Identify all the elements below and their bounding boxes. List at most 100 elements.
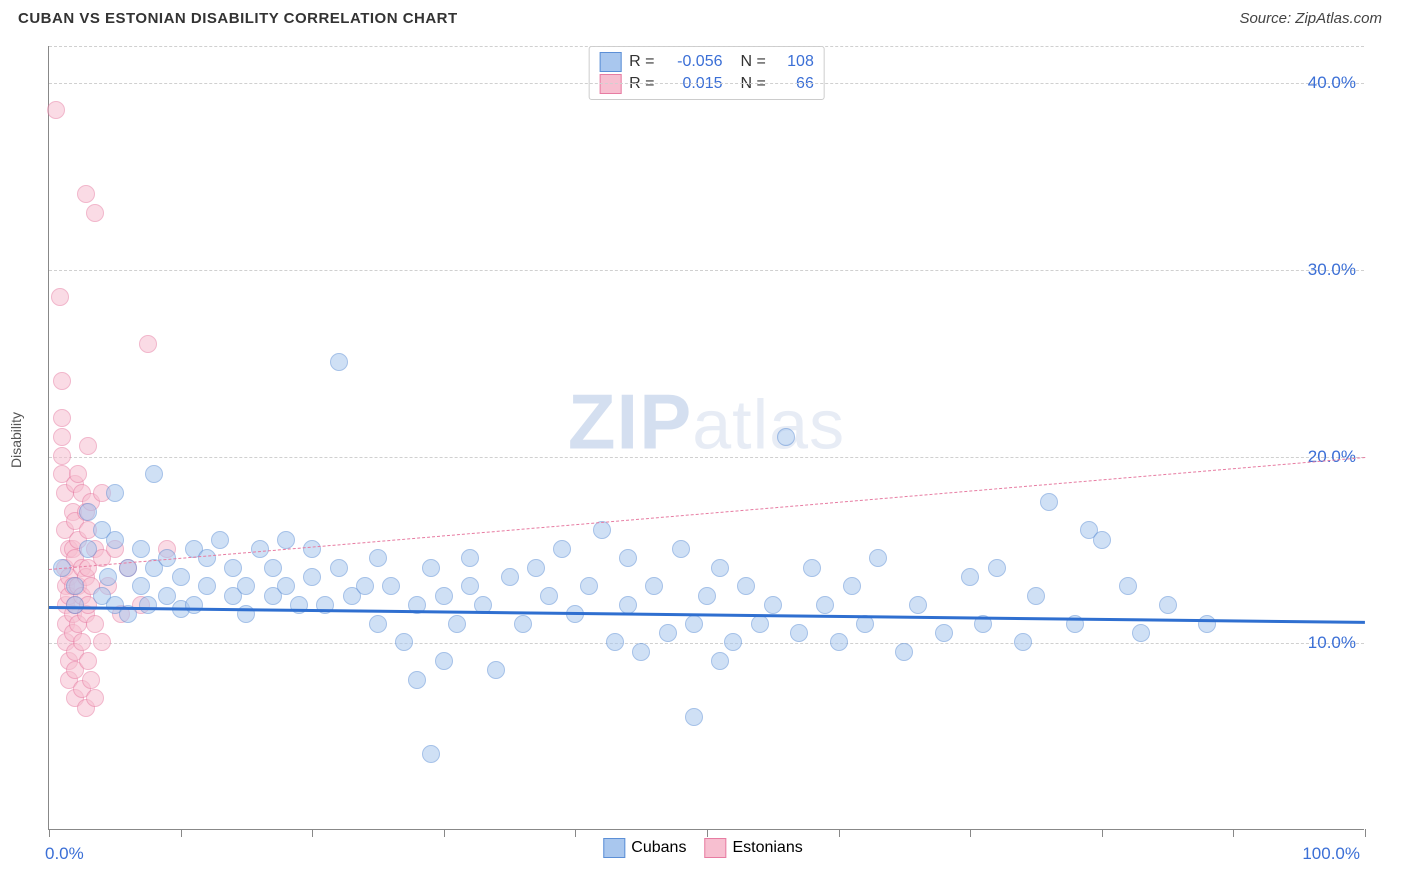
watermark: ZIPatlas [568,376,845,467]
y-tick-label: 20.0% [1308,447,1356,467]
data-point-cubans [790,624,808,642]
data-point-cubans [1040,493,1058,511]
gridline [49,46,1364,47]
data-point-cubans [764,596,782,614]
data-point-cubans [514,615,532,633]
data-point-cubans [961,568,979,586]
data-point-estonians [77,185,95,203]
source-attribution: Source: ZipAtlas.com [1239,10,1382,27]
data-point-cubans [198,549,216,567]
data-point-cubans [79,540,97,558]
data-point-estonians [51,288,69,306]
data-point-cubans [369,615,387,633]
data-point-cubans [619,596,637,614]
x-tick [444,829,445,837]
data-point-estonians [53,447,71,465]
data-point-cubans [66,577,84,595]
data-point-cubans [803,559,821,577]
data-point-cubans [685,615,703,633]
x-tick [707,829,708,837]
x-tick [181,829,182,837]
x-tick [312,829,313,837]
data-point-cubans [330,353,348,371]
legend-item-cubans: Cubans [603,838,686,858]
data-point-cubans [1159,596,1177,614]
data-point-cubans [461,549,479,567]
data-point-cubans [251,540,269,558]
data-point-cubans [580,577,598,595]
legend-row-cubans: R = -0.056 N = 108 [599,51,814,73]
y-tick-label: 40.0% [1308,73,1356,93]
data-point-cubans [198,577,216,595]
data-point-cubans [66,596,84,614]
data-point-estonians [86,615,104,633]
data-point-cubans [422,559,440,577]
data-point-cubans [1093,531,1111,549]
data-point-cubans [237,577,255,595]
x-tick-label: 100.0% [1302,844,1360,864]
data-point-cubans [356,577,374,595]
data-point-estonians [73,633,91,651]
legend-n-label: N = [741,53,766,71]
x-tick-label: 0.0% [45,844,84,864]
data-point-cubans [619,549,637,567]
data-point-cubans [487,661,505,679]
data-point-estonians [93,633,111,651]
data-point-estonians [79,652,97,670]
gridline [49,457,1364,458]
data-point-cubans [264,559,282,577]
gridline [49,270,1364,271]
data-point-cubans [909,596,927,614]
data-point-cubans [139,596,157,614]
data-point-cubans [540,587,558,605]
data-point-estonians [139,335,157,353]
data-point-cubans [816,596,834,614]
data-point-estonians [86,689,104,707]
data-point-cubans [632,643,650,661]
legend-n-cubans: 108 [774,53,814,71]
legend-label-cubans: Cubans [631,839,686,857]
x-tick [49,829,50,837]
data-point-cubans [1198,615,1216,633]
data-point-cubans [435,652,453,670]
data-point-cubans [659,624,677,642]
data-point-estonians [53,428,71,446]
data-point-estonians [69,465,87,483]
data-point-cubans [606,633,624,651]
data-point-cubans [132,540,150,558]
scatter-chart: ZIPatlas R = -0.056 N = 108 R = 0.015 N … [48,46,1364,830]
data-point-cubans [172,568,190,586]
swatch-cubans [599,52,621,72]
swatch-estonians-small [704,838,726,858]
data-point-cubans [99,568,117,586]
chart-title: CUBAN VS ESTONIAN DISABILITY CORRELATION… [18,10,458,27]
data-point-cubans [1119,577,1137,595]
data-point-cubans [988,559,1006,577]
data-point-cubans [935,624,953,642]
data-point-estonians [86,204,104,222]
data-point-cubans [277,577,295,595]
data-point-cubans [79,503,97,521]
data-point-cubans [395,633,413,651]
data-point-cubans [645,577,663,595]
data-point-cubans [132,577,150,595]
data-point-cubans [593,521,611,539]
legend-label-estonians: Estonians [732,839,802,857]
data-point-cubans [724,633,742,651]
data-point-cubans [277,531,295,549]
trend-line [49,457,1365,570]
x-tick [1365,829,1366,837]
data-point-cubans [553,540,571,558]
data-point-cubans [330,559,348,577]
data-point-cubans [711,652,729,670]
legend-r-label: R = [629,53,654,71]
y-tick-label: 30.0% [1308,260,1356,280]
data-point-cubans [185,596,203,614]
data-point-cubans [369,549,387,567]
data-point-cubans [224,559,242,577]
x-tick [970,829,971,837]
data-point-cubans [869,549,887,567]
x-tick [839,829,840,837]
data-point-cubans [106,484,124,502]
data-point-cubans [777,428,795,446]
